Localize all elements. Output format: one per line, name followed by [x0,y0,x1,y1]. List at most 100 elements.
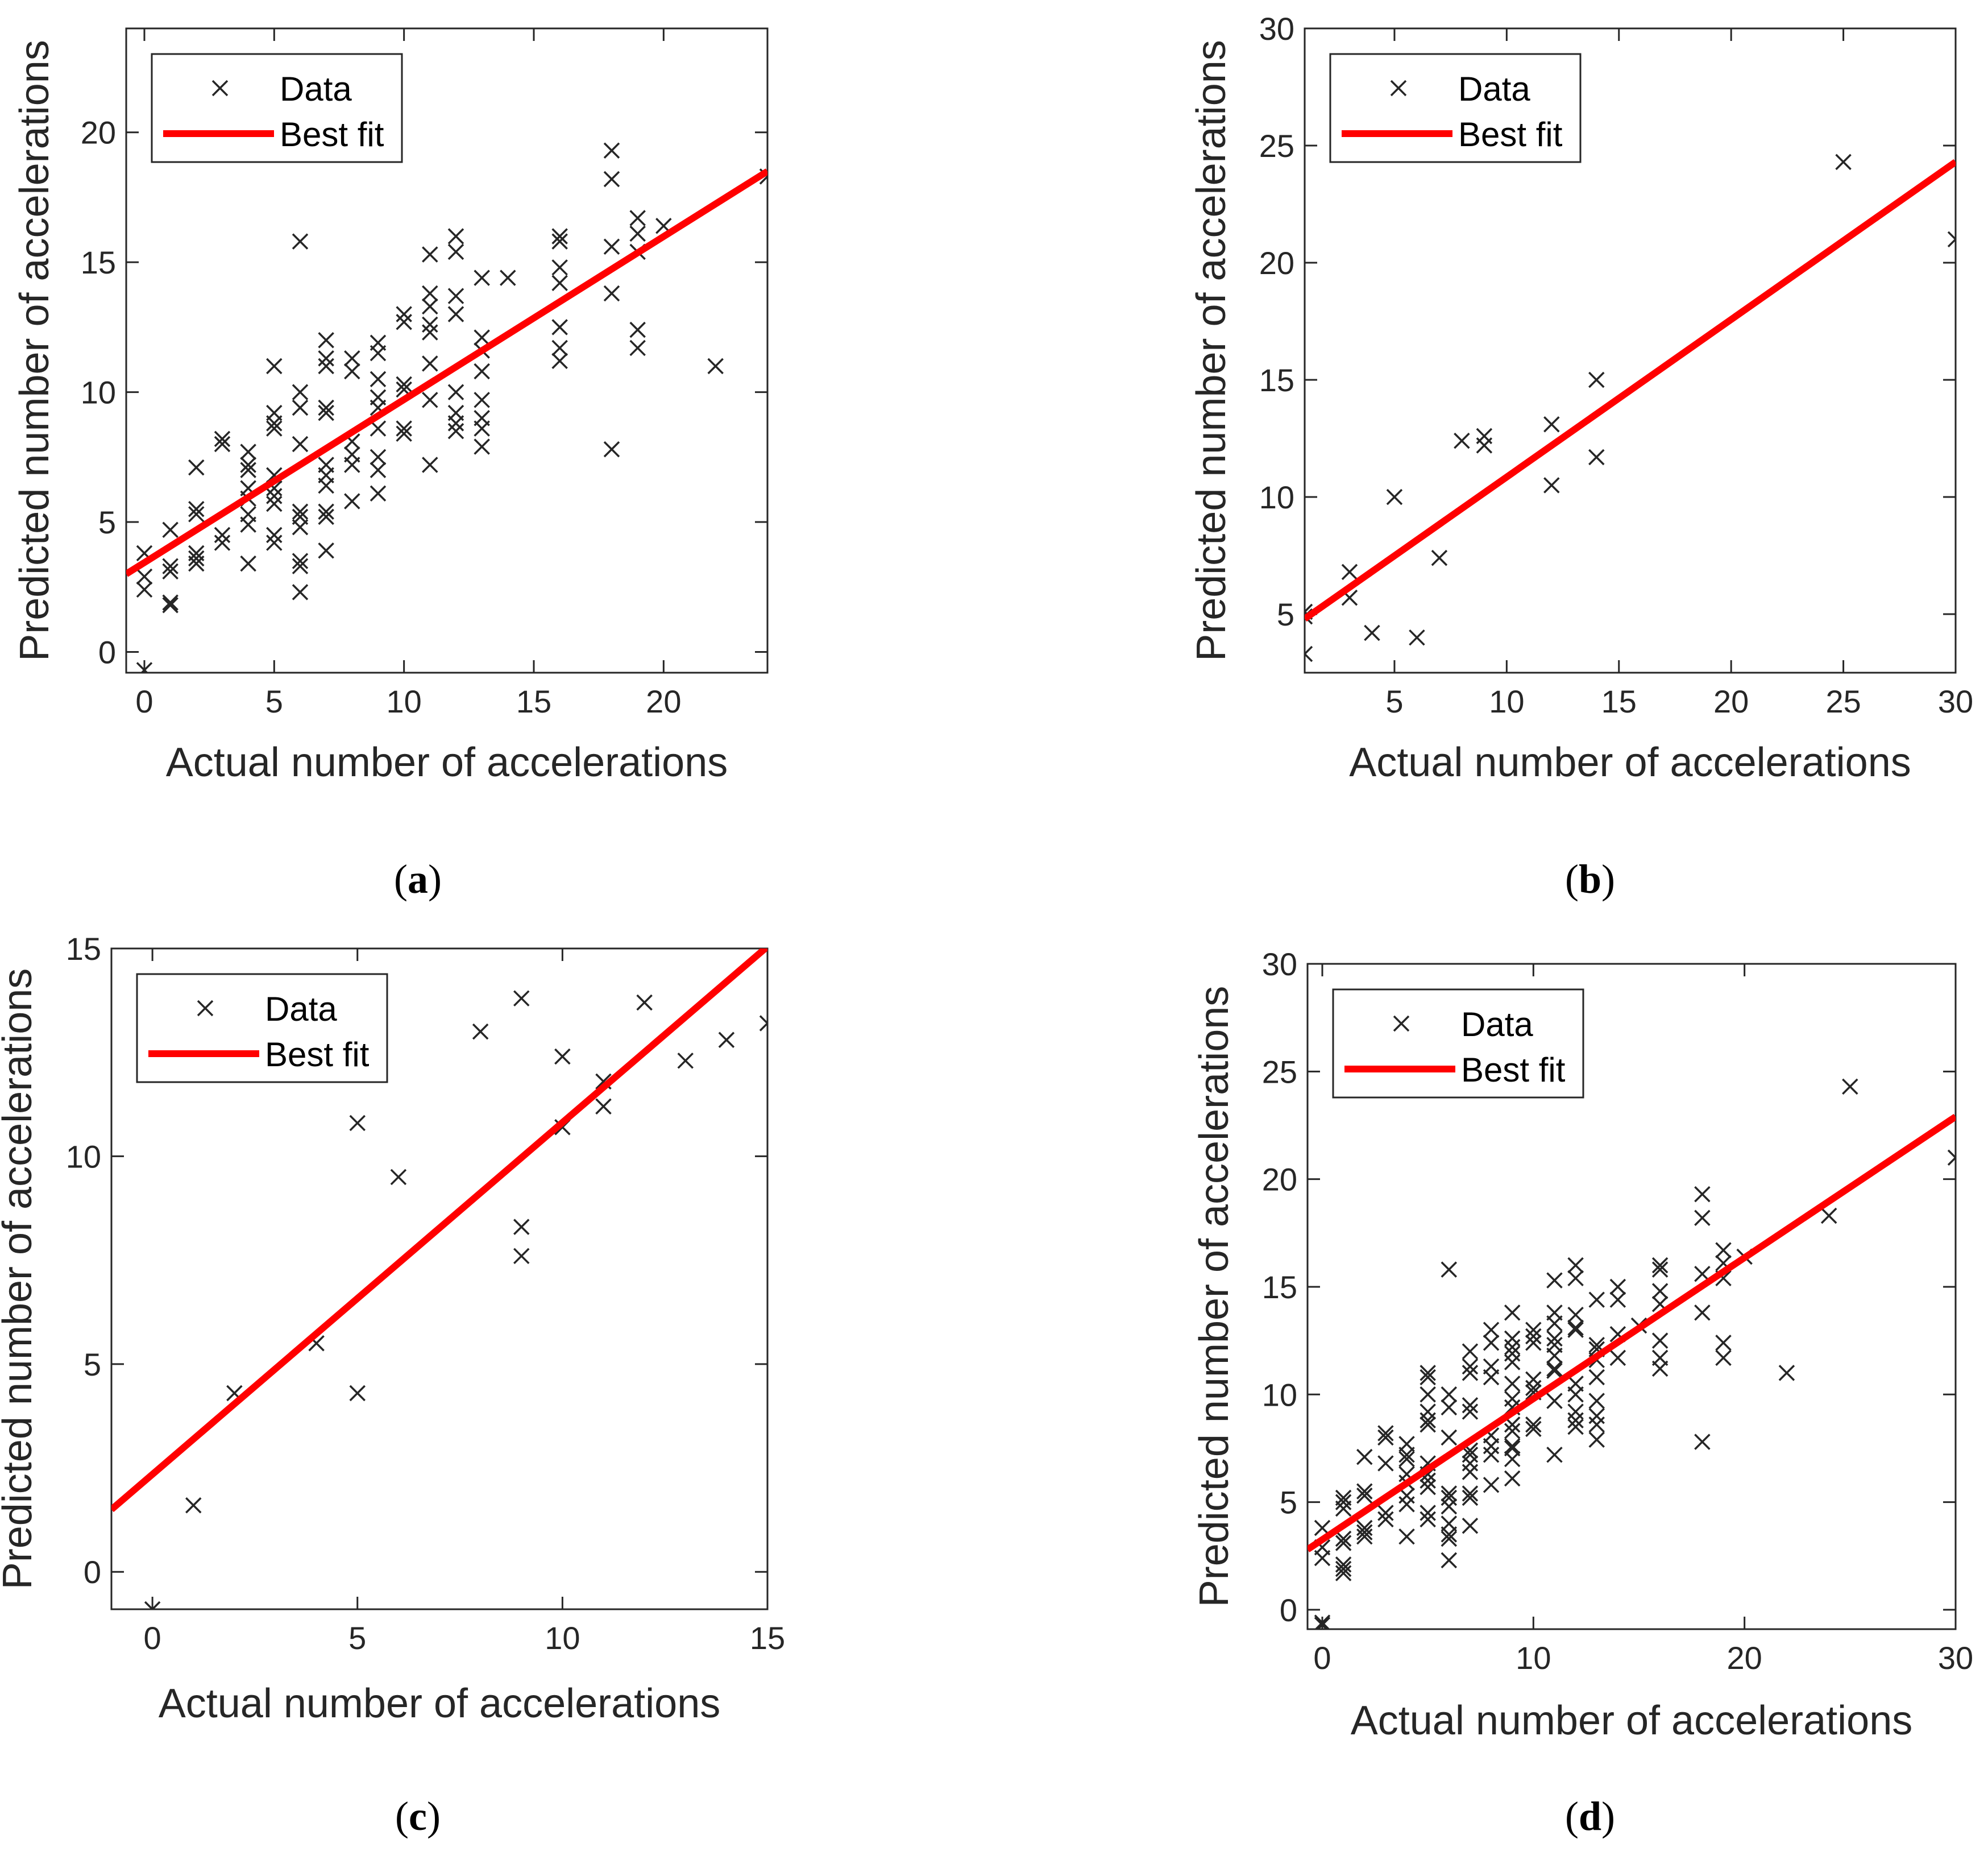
data-point [1546,1360,1563,1377]
data-point [1441,1399,1458,1416]
data-point [1386,488,1403,506]
legend: Data Best fit [1329,53,1582,163]
data-point [240,462,256,478]
chart-panel-d: 0 10 20 30 0 5 10 15 20 25 30 Actual number of acce… [1192,946,1973,1839]
data-point [1567,1257,1584,1274]
data-point [292,553,309,569]
data-point [1567,1306,1584,1323]
data-point [500,270,516,286]
data-point [422,298,438,315]
data-point [1525,1322,1542,1338]
y-tick-label: 10 [66,1138,101,1174]
data-point [370,334,387,351]
data-point [1483,1322,1500,1338]
data-point [349,1385,366,1402]
data-point [240,555,256,572]
data-point [136,581,153,598]
data-point [344,350,360,367]
data-point [1651,1261,1669,1278]
data-point [1356,1483,1373,1500]
data-point [513,990,530,1006]
data-point [396,306,412,322]
x-axis-title: Actual number of accelerations [1349,740,1911,785]
data-point [1778,1365,1795,1381]
panel-caption: (b) [1565,856,1615,902]
data-point [1694,1434,1711,1450]
data-point [1546,1362,1563,1379]
data-point [1504,1390,1521,1407]
data-point [1546,1330,1563,1347]
data-point [1588,449,1605,466]
data-point [447,422,464,440]
data-point [344,363,360,380]
y-tick-label: 20 [1262,1162,1297,1198]
data-point [1525,1416,1542,1433]
data-point [188,459,205,476]
x-tick-label: 30 [1938,1640,1973,1676]
x-axis-title: Actual number of accelerations [1351,1698,1913,1743]
data-point [474,410,490,426]
data-point [1504,1330,1521,1347]
data-point [136,662,153,673]
x-tick-label: 5 [348,1620,366,1656]
data-point [1420,1365,1436,1381]
legend-box [1332,988,1584,1099]
data-point [1588,371,1605,388]
panel-caption: (d) [1565,1793,1615,1839]
data-point [1715,1349,1732,1366]
data-point [629,321,646,338]
data-point [629,225,646,242]
data-point [551,233,568,250]
data-point [1694,1186,1711,1203]
x-tick-label: 5 [265,684,283,719]
y-tick-label: 5 [84,1347,101,1382]
legend-marker-icon [197,1000,214,1017]
data-point [1651,1332,1669,1349]
legend: Data Best fit [136,973,388,1083]
y-axis-title: Predicted number of accelerations [0,968,40,1590]
x-tick-label: 10 [545,1620,580,1656]
legend-box [1329,53,1582,163]
data-point [447,384,464,400]
panel-caption: (a) [394,856,442,902]
data-point [447,306,464,322]
data-point [422,457,438,473]
data-point [1305,645,1313,662]
data-point [344,493,360,510]
data-point [422,392,438,408]
data-point [1609,1349,1626,1366]
data-point [390,1169,407,1186]
data-points [144,990,767,1609]
legend-data-label: Data [1461,1005,1533,1043]
data-point [1504,1438,1521,1455]
data-point [1314,1617,1331,1629]
data-point [1462,1365,1479,1381]
x-tick-label: 20 [646,684,681,719]
data-point [292,584,309,600]
data-points [1314,1078,1956,1629]
data-point [1715,1242,1732,1258]
x-axis-title: Actual number of accelerations [166,740,728,785]
data-point [1651,1349,1669,1366]
legend-marker-icon [211,80,229,97]
data-point [1462,1343,1479,1360]
data-point [1546,1393,1563,1409]
y-tick-label: 15 [81,245,116,280]
legend-marker-icon [1393,1015,1410,1032]
data-point [370,371,387,387]
data-point [629,339,646,357]
data-point [396,425,412,442]
data-point [603,171,620,188]
legend-fit-label: Best fit [1461,1051,1566,1089]
y-tick-label: 25 [1262,1054,1297,1090]
data-point [1567,1418,1584,1435]
y-axis-title: Predicted number of accelerations [1189,40,1234,661]
data-point [1588,1393,1605,1409]
y-tick-label: 5 [98,504,116,540]
data-point [1420,1505,1436,1521]
data-point [422,324,438,341]
data-point [266,404,283,421]
data-point [1356,1448,1373,1465]
data-point [1947,1149,1956,1166]
chart-panel-c: 0 5 10 15 0 5 10 15 Actual number of acceleratio… [0,931,785,1839]
